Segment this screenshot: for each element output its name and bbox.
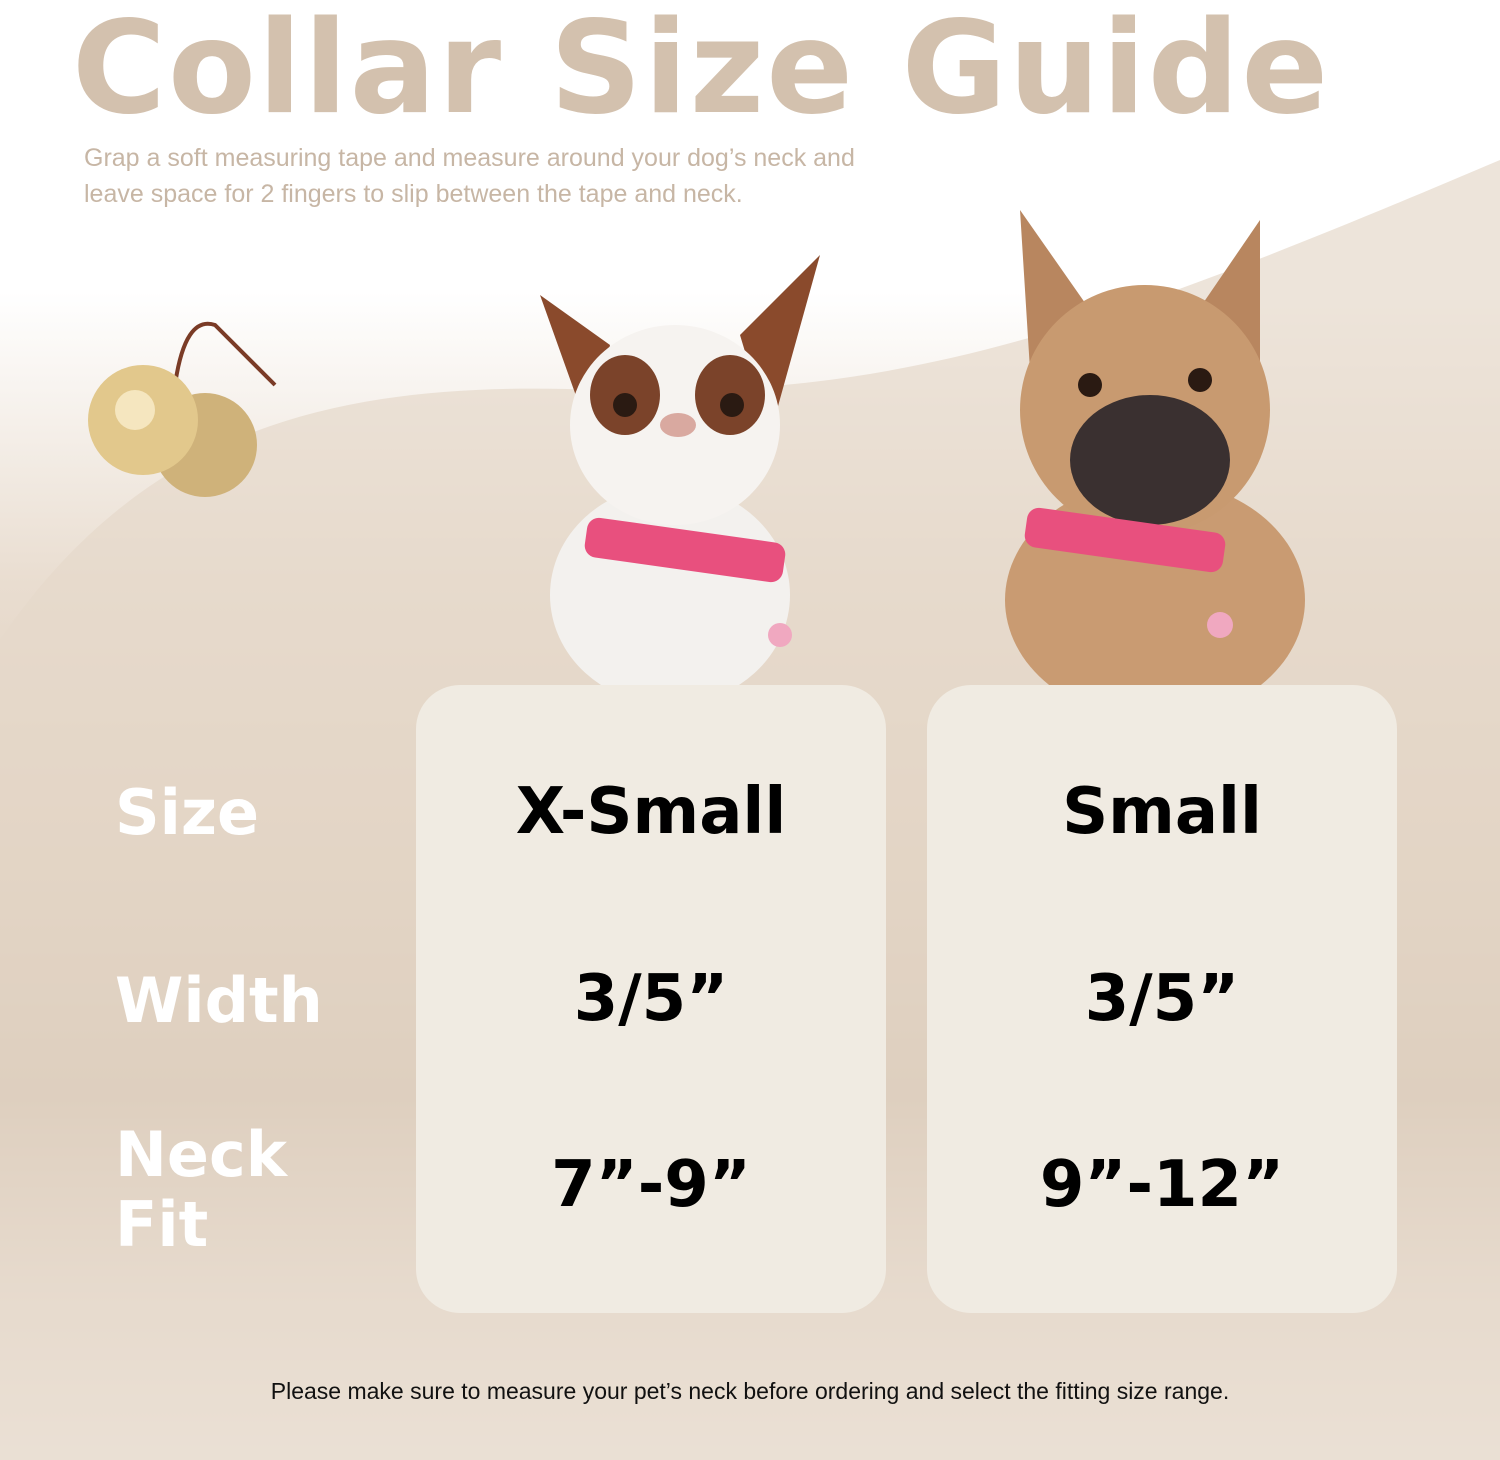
- size-card-small: [927, 685, 1397, 1313]
- footer-note: Please make sure to measure your pet’s n…: [270, 1378, 1230, 1404]
- instructions-text: Grap a soft measuring tape and measure a…: [84, 144, 855, 208]
- label-width: Width: [115, 964, 323, 1037]
- small-neck-fit: 9”-12”: [1039, 1148, 1285, 1222]
- label-neck-fit: Neck Fit: [115, 1118, 287, 1261]
- small-width: 3/5”: [1084, 962, 1240, 1036]
- small-size: Small: [1062, 775, 1262, 849]
- label-size: Size: [115, 776, 260, 849]
- french-bulldog-image: [1005, 210, 1305, 685]
- bells-image: [88, 321, 277, 497]
- chihuahua-image: [540, 255, 820, 685]
- x-small-width: 3/5”: [573, 962, 729, 1036]
- page-title: Collar Size Guide: [72, 0, 1331, 143]
- x-small-size: X-Small: [515, 775, 787, 849]
- size-card-x-small: [416, 685, 886, 1313]
- x-small-neck-fit: 7”-9”: [551, 1148, 751, 1222]
